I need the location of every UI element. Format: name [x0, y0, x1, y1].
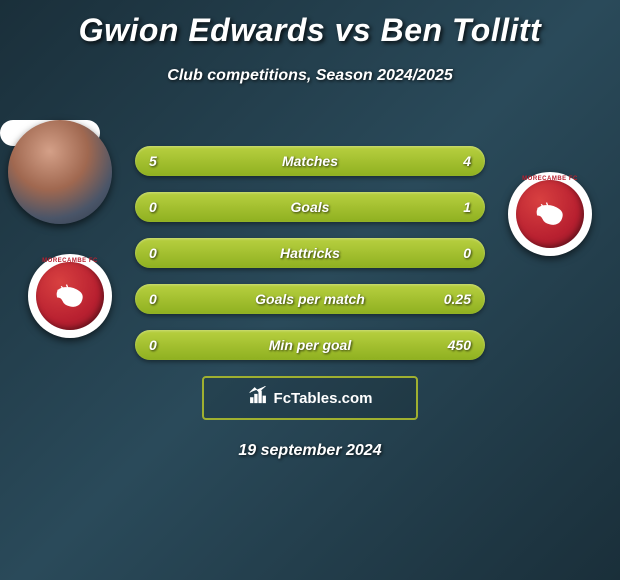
comparison-title: Gwion Edwards vs Ben Tollitt	[0, 0, 620, 49]
stat-row-gpm: 0 Goals per match 0.25	[135, 284, 485, 314]
season-subtitle: Club competitions, Season 2024/2025	[0, 67, 620, 85]
fctables-label: FcTables.com	[274, 390, 373, 407]
stat-left-value: 5	[149, 153, 157, 169]
stat-right-value: 4	[463, 153, 471, 169]
stat-left-value: 0	[149, 337, 157, 353]
comparison-date: 19 september 2024	[0, 442, 620, 460]
stat-row-mpg: 0 Min per goal 450	[135, 330, 485, 360]
stat-label: Goals per match	[255, 291, 365, 307]
stat-label: Matches	[282, 153, 338, 169]
stat-row-hattricks: 0 Hattricks 0	[135, 238, 485, 268]
shrimp-icon	[52, 281, 88, 311]
stat-left-value: 0	[149, 291, 157, 307]
stat-row-goals: 0 Goals 1	[135, 192, 485, 222]
stat-left-value: 0	[149, 245, 157, 261]
stat-rows-container: 5 Matches 4 0 Goals 1 0 Hattricks 0 0 Go…	[135, 146, 485, 360]
chart-icon	[248, 386, 268, 411]
fctables-attribution[interactable]: FcTables.com	[202, 376, 418, 420]
player1-club-badge: MORECAMBE FC	[28, 254, 112, 338]
player1-avatar	[8, 120, 112, 224]
player2-club-badge: MORECAMBE FC	[508, 172, 592, 256]
stat-right-value: 0	[463, 245, 471, 261]
stat-right-value: 0.25	[444, 291, 471, 307]
shrimp-icon	[532, 199, 568, 229]
badge-inner	[516, 180, 584, 248]
stat-label: Goals	[291, 199, 330, 215]
stat-row-matches: 5 Matches 4	[135, 146, 485, 176]
stat-left-value: 0	[149, 199, 157, 215]
stat-label: Hattricks	[280, 245, 340, 261]
stat-right-value: 450	[448, 337, 471, 353]
stat-label: Min per goal	[269, 337, 351, 353]
comparison-content: MORECAMBE FC MORECAMBE FC 5 Matches 4 0 …	[0, 120, 620, 460]
stat-right-value: 1	[463, 199, 471, 215]
badge-inner	[36, 262, 104, 330]
